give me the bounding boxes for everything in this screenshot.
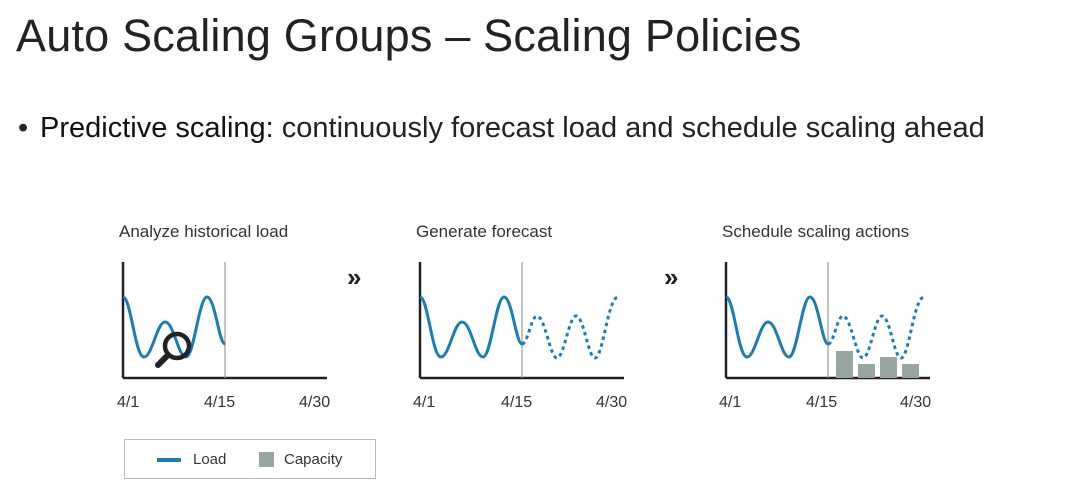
- magnifier-icon: [155, 331, 192, 368]
- legend-capacity-label: Capacity: [284, 451, 343, 468]
- slide-title: Auto Scaling Groups – Scaling Policies: [16, 10, 802, 61]
- panel-title-schedule: Schedule scaling actions: [722, 222, 910, 241]
- panel-title-analyze: Analyze historical load: [119, 222, 289, 241]
- double-chevron-icon: »: [664, 262, 679, 292]
- chart-schedule-scaling-actions: [724, 262, 930, 380]
- capacity-bar: [880, 357, 897, 378]
- panel-title-forecast: Generate forecast: [416, 222, 553, 241]
- legend-load-label: Load: [193, 451, 227, 468]
- double-chevron-icon: »: [347, 262, 362, 292]
- bullet-term: Predictive scaling:: [40, 112, 274, 144]
- tick-label: 4/1: [117, 394, 140, 411]
- load-history-line: [418, 295, 524, 359]
- tick-label: 4/30: [900, 394, 932, 411]
- load-history-line: [121, 295, 227, 359]
- capacity-bar: [858, 364, 875, 378]
- legend-capacity-swatch: [259, 452, 274, 467]
- legend-load-swatch: [157, 458, 181, 462]
- chart-generate-forecast: [418, 262, 624, 380]
- load-forecast-line: [521, 295, 619, 360]
- tick-label: 4/15: [501, 394, 533, 411]
- tick-label: 4/15: [204, 394, 236, 411]
- tick-label: 4/30: [299, 394, 331, 411]
- tick-label: 4/1: [413, 394, 436, 411]
- tick-label: 4/15: [806, 394, 838, 411]
- legend: Load Capacity: [124, 439, 376, 479]
- capacity-bar: [902, 364, 919, 378]
- tick-label: 4/30: [596, 394, 628, 411]
- capacity-bar: [836, 351, 853, 378]
- bullet-text: continuously forecast load and schedule …: [273, 112, 985, 144]
- chart-analyze-historical-load: [121, 262, 327, 380]
- bullet-dot: •: [18, 112, 29, 144]
- load-forecast-line: [827, 295, 925, 360]
- bullet-line: • Predictive scaling: continuously foreca…: [18, 112, 985, 145]
- tick-label: 4/1: [719, 394, 742, 411]
- load-history-line: [724, 295, 830, 359]
